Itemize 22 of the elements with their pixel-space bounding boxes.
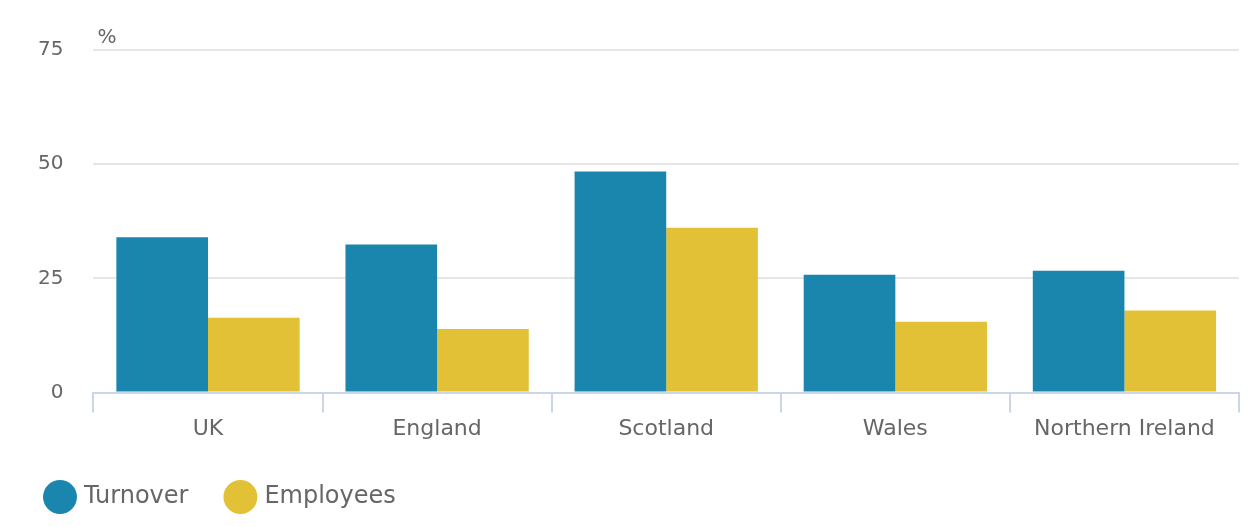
y-tick-label: 50	[38, 150, 64, 175]
legend-label: Employees	[264, 481, 396, 510]
x-tick-label: Scotland	[618, 414, 715, 440]
bar	[803, 274, 896, 392]
x-tick-label: Wales	[862, 414, 928, 440]
bar	[208, 317, 300, 392]
y-tick-label: 25	[38, 264, 64, 289]
bar	[666, 227, 758, 392]
x-tick-label: England	[392, 414, 482, 440]
bar	[116, 237, 208, 392]
y-tick-label: 75	[38, 36, 64, 61]
x-tick-label: Northern Ireland	[1034, 414, 1215, 440]
x-tick-label: UK	[192, 414, 224, 440]
bar	[574, 171, 667, 392]
y-axis-title: %	[97, 24, 117, 49]
bar	[895, 321, 987, 392]
bar	[345, 244, 438, 392]
y-tick-label: 0	[50, 378, 64, 403]
legend-label: Turnover	[83, 481, 189, 510]
bar	[1032, 270, 1125, 392]
bar	[1124, 310, 1217, 392]
bar	[437, 329, 529, 392]
